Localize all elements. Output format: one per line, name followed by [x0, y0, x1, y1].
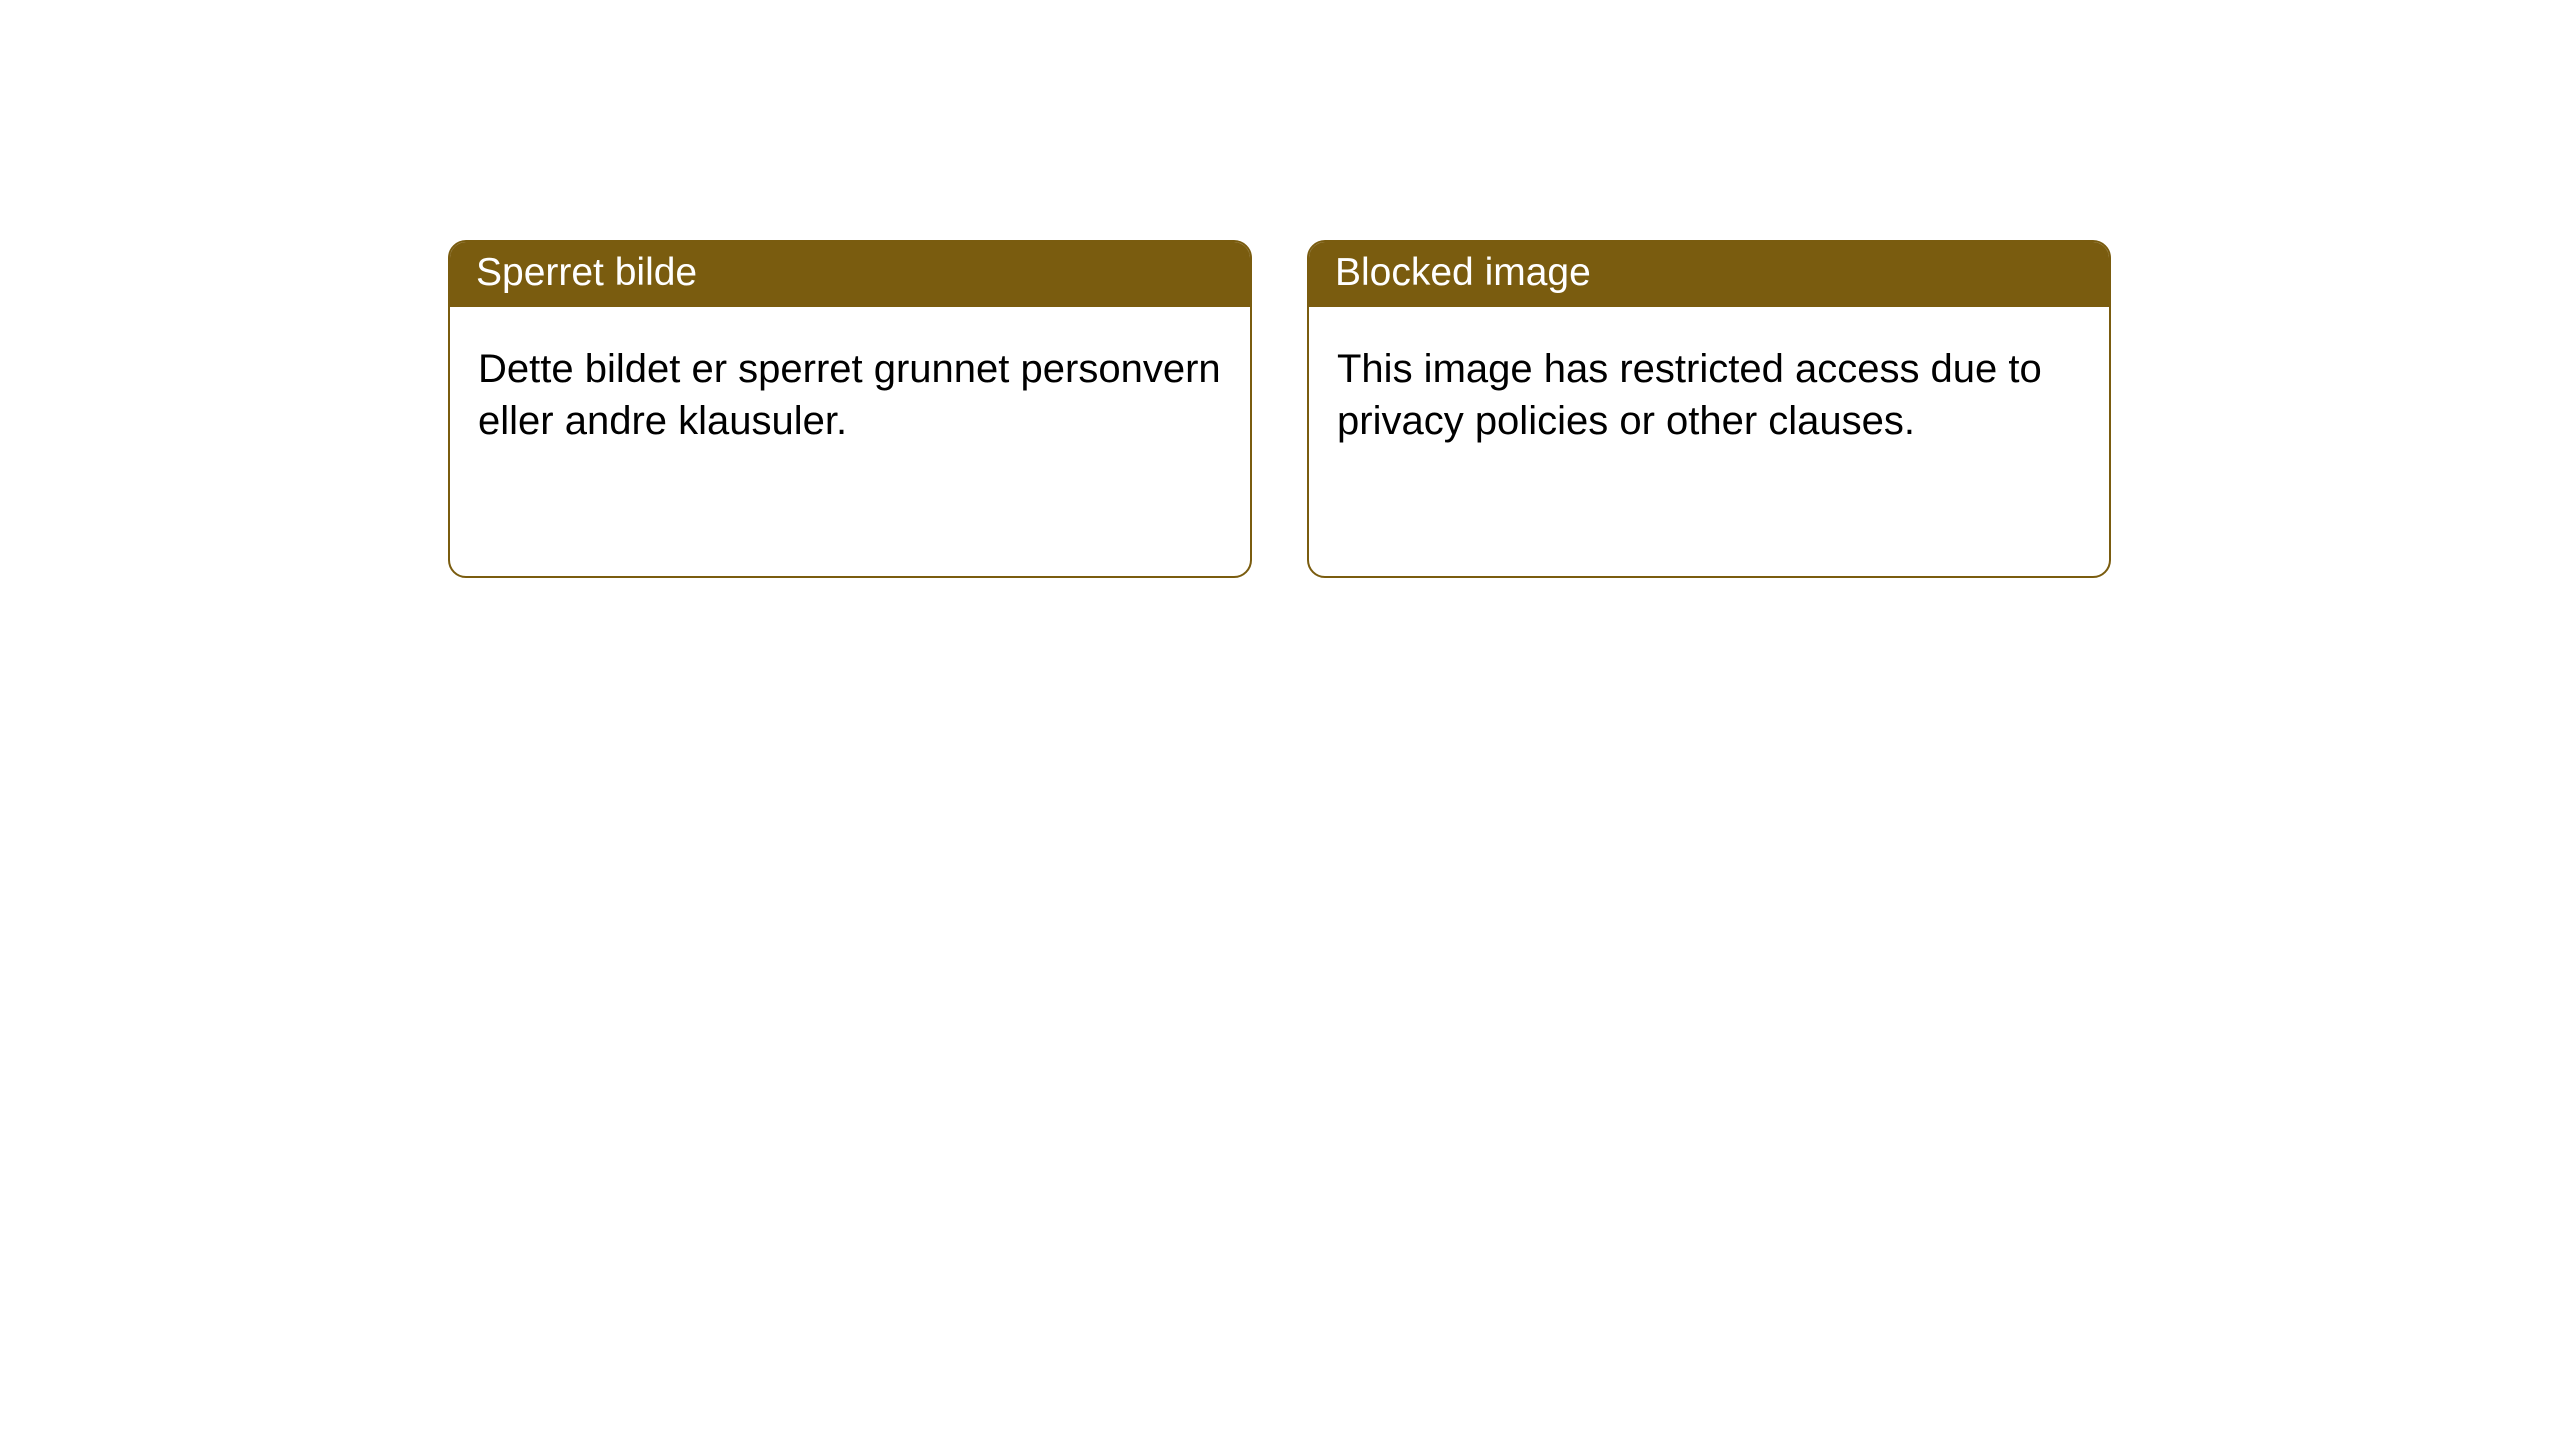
blocked-image-card-en: Blocked image This image has restricted …: [1307, 240, 2111, 578]
card-body: Dette bildet er sperret grunnet personve…: [450, 307, 1250, 483]
card-header: Sperret bilde: [450, 242, 1250, 307]
card-body: This image has restricted access due to …: [1309, 307, 2109, 483]
blocked-image-card-no: Sperret bilde Dette bildet er sperret gr…: [448, 240, 1252, 578]
cards-container: Sperret bilde Dette bildet er sperret gr…: [0, 0, 2560, 578]
card-header: Blocked image: [1309, 242, 2109, 307]
